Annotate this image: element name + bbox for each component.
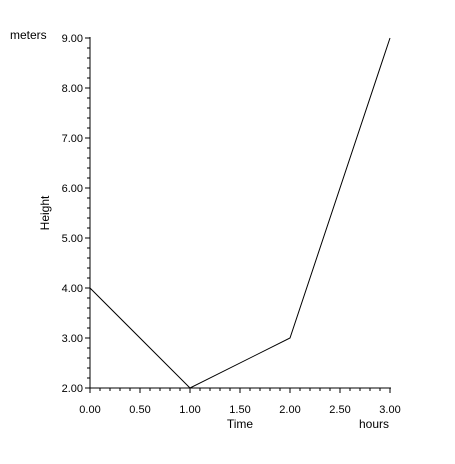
y-tick-label: 2.00 <box>62 383 83 395</box>
y-tick-label: 9.00 <box>62 33 83 45</box>
x-unit-label: hours <box>359 417 389 431</box>
x-axis-label: Time <box>227 417 254 431</box>
series-line <box>89 37 391 389</box>
x-tick-label: 2.50 <box>329 404 350 416</box>
y-tick-label: 7.00 <box>62 133 83 145</box>
x-ticks: 0.00 0.50 1.00 1.50 2.00 2.50 3.00 <box>79 388 401 416</box>
y-tick-label: 6.00 <box>62 183 83 195</box>
x-tick-label: 2.00 <box>279 404 300 416</box>
y-tick-label: 5.00 <box>62 233 83 245</box>
series-group <box>89 37 391 389</box>
y-tick-label: 3.00 <box>62 333 83 345</box>
x-tick-label: 1.00 <box>179 404 200 416</box>
y-tick-label: 4.00 <box>62 283 83 295</box>
y-ticks: 2.00 3.00 4.00 5.00 6.00 7.00 8.00 9.00 <box>62 33 90 395</box>
x-tick-label: 1.50 <box>229 404 250 416</box>
y-axis-label: Height <box>38 195 52 230</box>
x-tick-label: 0.00 <box>79 404 100 416</box>
y-unit-label: meters <box>10 28 47 42</box>
y-tick-label: 8.00 <box>62 83 83 95</box>
x-tick-label: 3.00 <box>379 404 400 416</box>
x-tick-label: 0.50 <box>129 404 150 416</box>
axes <box>89 37 391 389</box>
